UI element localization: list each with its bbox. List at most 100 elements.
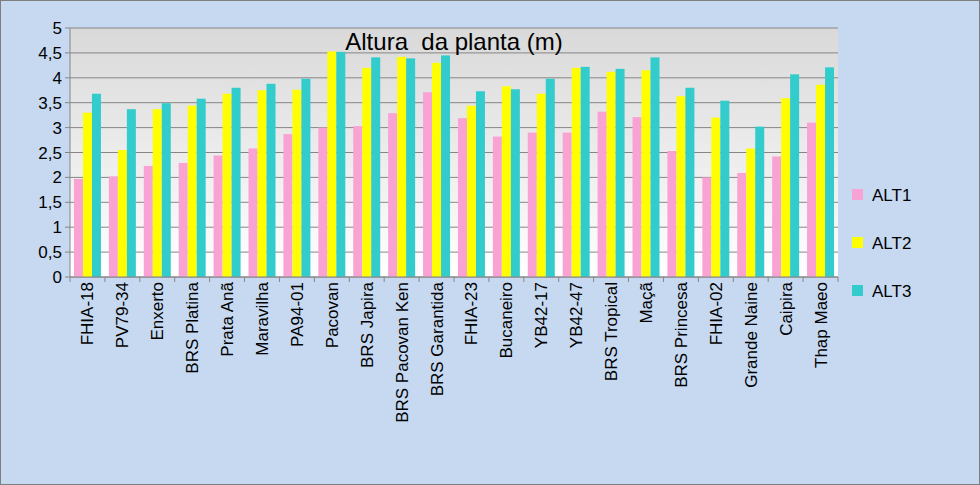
category-label: Prata Anã xyxy=(218,281,237,356)
bar xyxy=(179,163,188,277)
bar xyxy=(816,85,825,277)
bar xyxy=(318,128,327,277)
bar xyxy=(223,94,232,277)
tick xyxy=(65,127,70,128)
tick-label: 4,5 xyxy=(38,44,62,63)
bar xyxy=(432,63,441,277)
x-tick xyxy=(419,277,420,282)
x-tick xyxy=(104,277,105,282)
bar xyxy=(616,69,625,277)
tick xyxy=(65,252,70,253)
category-label: BRS Pacovan Ken xyxy=(393,282,412,423)
tick-label: 0,5 xyxy=(38,243,62,262)
legend-label: ALT3 xyxy=(872,282,911,301)
bar xyxy=(781,98,790,277)
bar xyxy=(162,103,171,277)
bar xyxy=(406,58,415,277)
grid-line xyxy=(70,77,838,78)
x-tick xyxy=(523,277,524,282)
tick-label: 5 xyxy=(53,19,62,38)
bar xyxy=(607,72,616,277)
bar xyxy=(702,177,711,277)
x-tick xyxy=(803,277,804,282)
bar xyxy=(651,57,660,277)
bar xyxy=(676,96,685,277)
category-label: FHIA-18 xyxy=(78,282,97,345)
x-tick xyxy=(488,277,489,282)
bar xyxy=(476,91,485,277)
bar xyxy=(598,112,607,277)
bar xyxy=(232,88,241,277)
bar xyxy=(537,94,546,277)
bar xyxy=(720,101,729,277)
bar xyxy=(197,99,206,277)
category-label: Thap Maeo xyxy=(812,282,831,368)
x-tick xyxy=(314,277,315,282)
bar xyxy=(790,74,799,277)
plot-area xyxy=(70,28,838,277)
legend-swatch xyxy=(852,237,863,248)
category-label: Caipira xyxy=(777,281,796,335)
category-label: BRS Platina xyxy=(183,281,202,373)
bar xyxy=(283,134,292,277)
category-label: YB42-47 xyxy=(567,282,586,348)
category-label: BRS Princesa xyxy=(672,281,691,387)
tick-label: 1,5 xyxy=(38,193,62,212)
bar xyxy=(327,51,336,277)
bars xyxy=(74,51,834,277)
tick-label: 0 xyxy=(53,268,62,287)
category-label: FHIA-02 xyxy=(707,282,726,345)
category-label: BRS Tropical xyxy=(602,282,621,381)
bar xyxy=(528,133,537,277)
bar xyxy=(493,137,502,277)
bar xyxy=(188,106,197,277)
bar xyxy=(388,113,397,277)
category-label: BRS Japira xyxy=(358,281,377,368)
bar xyxy=(642,70,651,277)
bar xyxy=(83,113,92,277)
chart: 00,511,522,533,544,55FHIA-18PV79-34Enxer… xyxy=(0,0,980,485)
tick xyxy=(65,277,70,278)
x-tick xyxy=(244,277,245,282)
bar xyxy=(371,57,380,277)
bar xyxy=(336,52,345,277)
bar xyxy=(153,109,162,277)
bar xyxy=(249,149,258,277)
bar xyxy=(772,156,781,277)
bar xyxy=(74,179,83,277)
bar xyxy=(109,176,118,277)
y-axis xyxy=(70,28,71,277)
x-tick xyxy=(279,277,280,282)
bar xyxy=(546,79,555,277)
x-tick xyxy=(838,277,839,282)
bar xyxy=(301,79,310,277)
tick-label: 2,5 xyxy=(38,144,62,163)
bar xyxy=(267,84,276,277)
tick-label: 2 xyxy=(53,168,62,187)
x-tick xyxy=(768,277,769,282)
bar xyxy=(144,166,153,277)
x-tick xyxy=(558,277,559,282)
bar xyxy=(711,118,720,277)
category-label: YB42-17 xyxy=(532,282,551,348)
x-tick xyxy=(628,277,629,282)
bar xyxy=(667,151,676,277)
legend-swatch xyxy=(852,189,863,200)
tick-label: 3,5 xyxy=(38,94,62,113)
bar xyxy=(511,89,520,277)
bar xyxy=(292,90,301,277)
x-tick xyxy=(733,277,734,282)
bar xyxy=(92,94,101,277)
bar xyxy=(825,67,834,277)
bar xyxy=(467,106,476,277)
x-tick xyxy=(698,277,699,282)
category-label: PV79-34 xyxy=(113,282,132,348)
bar xyxy=(572,68,581,277)
x-tick xyxy=(139,277,140,282)
tick xyxy=(65,28,70,29)
legend-label: ALT1 xyxy=(872,186,911,205)
tick xyxy=(65,227,70,228)
bar xyxy=(423,92,432,277)
tick-label: 1 xyxy=(53,218,62,237)
category-label: Pacovan xyxy=(323,282,342,348)
